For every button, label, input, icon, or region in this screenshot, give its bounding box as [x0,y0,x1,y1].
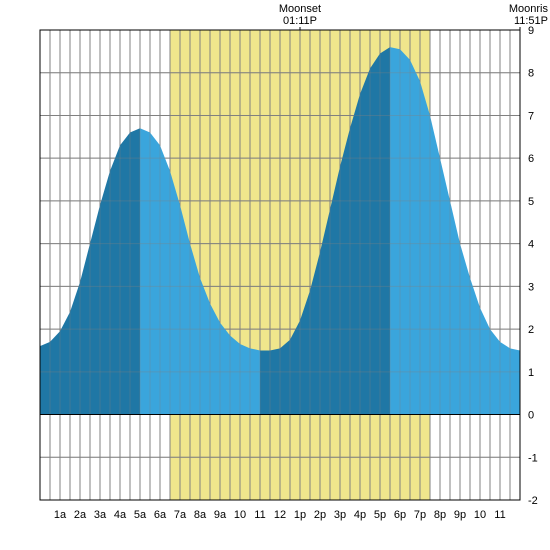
x-tick-label: 10 [234,509,246,521]
annotation-label: Moonris [509,3,549,15]
x-tick-label: 4a [114,509,127,521]
x-tick-label: 12 [274,509,286,521]
x-tick-label: 5p [374,509,386,521]
y-tick-label: 7 [528,110,534,122]
y-tick-label: 8 [528,68,534,80]
x-tick-label: 3a [94,509,107,521]
x-tick-label: 1a [54,509,67,521]
x-tick-label: 9p [454,509,466,521]
x-tick-label: 8p [434,509,446,521]
x-tick-label: 11 [254,509,265,521]
x-tick-label: 7a [174,509,187,521]
x-tick-label: 10 [474,509,486,521]
y-tick-label: 4 [528,239,534,251]
y-tick-label: 0 [528,410,534,422]
x-tick-label: 4p [354,509,366,521]
annotation-time: 11:51P [514,15,548,27]
x-tick-label: 8a [194,509,207,521]
x-tick-label: 3p [334,509,346,521]
annotation-time: 01:11P [283,15,317,27]
x-tick-label: 6a [154,509,167,521]
x-tick-label: 11 [494,509,505,521]
chart-svg: -2-101234567891a2a3a4a5a6a7a8a9a1011121p… [0,0,550,550]
tide-chart: -2-101234567891a2a3a4a5a6a7a8a9a1011121p… [0,0,550,550]
y-tick-label: -1 [528,452,538,464]
x-tick-label: 7p [414,509,426,521]
y-tick-label: -2 [528,495,538,507]
x-tick-label: 6p [394,509,406,521]
x-tick-label: 2a [74,509,87,521]
x-tick-label: 9a [214,509,227,521]
y-tick-label: 5 [528,196,534,208]
y-tick-label: 2 [528,324,534,336]
y-tick-label: 6 [528,153,534,165]
annotation-label: Moonset [279,3,321,15]
x-tick-label: 1p [294,509,306,521]
x-tick-label: 2p [314,509,326,521]
y-tick-label: 3 [528,281,534,293]
y-tick-label: 1 [528,367,534,379]
x-tick-label: 5a [134,509,147,521]
